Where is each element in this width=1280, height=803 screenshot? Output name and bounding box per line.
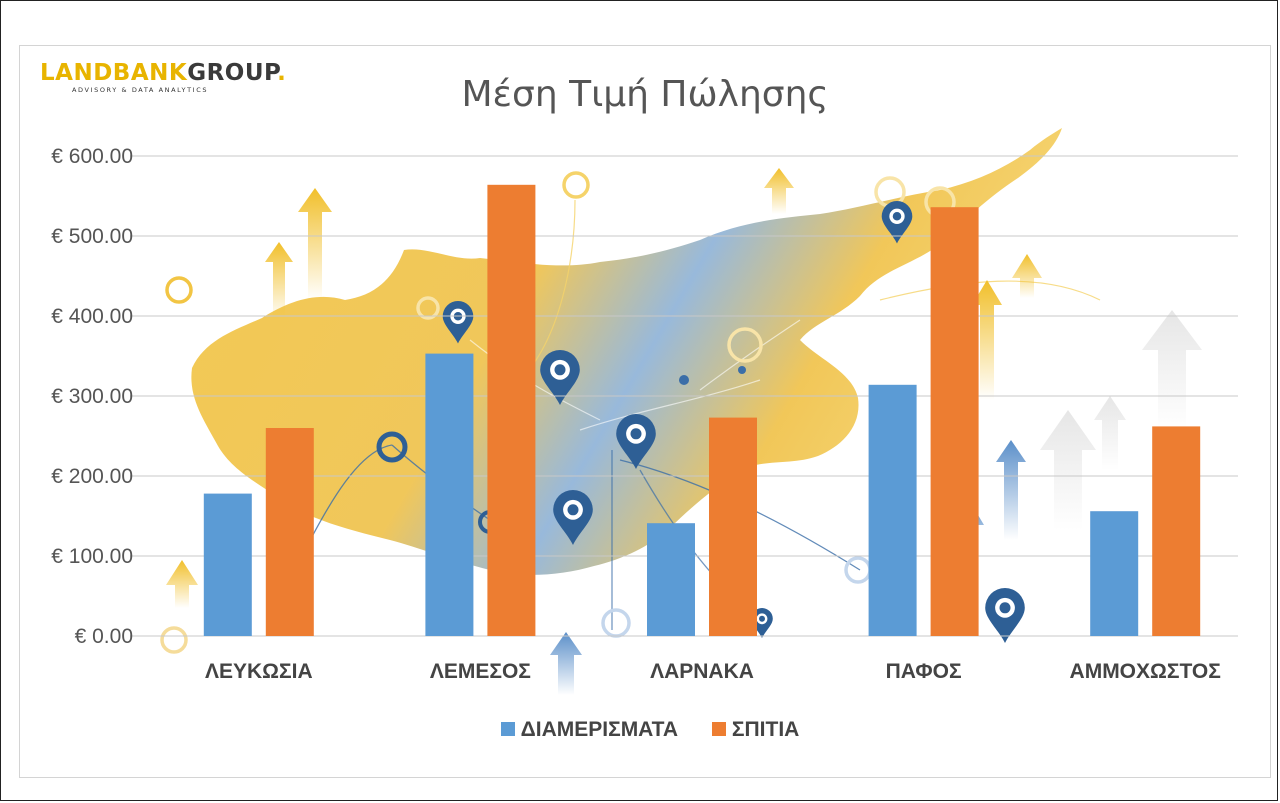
y-tick-label: € 200.00 (51, 465, 133, 488)
x-tick-label: ΛΕΜΕΣΟΣ (430, 660, 531, 683)
logo-dot: . (277, 60, 287, 86)
logo-tagline: ADVISORY & DATA ANALYTICS (72, 86, 209, 94)
x-tick-label: ΛΕΥΚΩΣΙΑ (205, 660, 313, 683)
location-pin-icon (985, 588, 1025, 643)
x-tick-label: ΛΑΡΝΑΚΑ (650, 660, 754, 683)
bar-apartments (1090, 511, 1139, 636)
bar-houses (709, 417, 757, 636)
bars (203, 184, 1201, 637)
bar-apartments (868, 384, 917, 636)
cyprus-map-background (160, 128, 1202, 695)
x-tick-label: ΠΑΦΟΣ (886, 660, 962, 683)
y-tick-label: € 300.00 (51, 385, 133, 408)
location-pin-icon (881, 201, 913, 244)
legend-label-houses: ΣΠΙΤΙΑ (731, 718, 800, 741)
logo-text-group: GROUP (187, 60, 278, 86)
bar-houses (1152, 426, 1201, 636)
location-pin-icon (616, 414, 656, 469)
chart-title: Μέση Τιμή Πώλησης (461, 74, 829, 115)
location-pin-icon (540, 350, 580, 405)
y-tick-label: € 400.00 (51, 305, 133, 328)
legend-swatch-houses (711, 722, 726, 736)
legend-label-apartments: ΔΙΑΜΕΡΙΣΜΑΤΑ (520, 718, 679, 741)
legend-item-apartments: ΔΙΑΜΕΡΙΣΜΑΤΑ (500, 718, 679, 742)
logo-wordmark: LANDBANKGROUP. (40, 62, 286, 85)
bar-houses (930, 207, 979, 636)
logo-text-landbank: LANDBANK (40, 60, 188, 86)
legend-swatch-apartments (500, 722, 515, 736)
bar-houses (265, 428, 314, 636)
y-tick-label: € 0.00 (75, 625, 133, 648)
legend-item-houses: ΣΠΙΤΙΑ (711, 718, 800, 742)
location-pin-icon (553, 490, 593, 545)
landbank-logo: LANDBANKGROUP. ADVISORY & DATA ANALYTICS (40, 62, 286, 95)
y-axis-tick-labels: € 0.00 € 100.00 € 200.00 € 300.00 € 400.00 € … (51, 145, 133, 648)
bar-apartments (425, 353, 474, 636)
bar-houses (487, 184, 536, 637)
x-tick-label: ΑΜΜΟΧΩΣΤΟΣ (1070, 660, 1221, 683)
x-axis-category-labels: ΛΕΥΚΩΣΙΑ ΛΕΜΕΣΟΣ ΛΑΡΝΑΚΑ ΠΑΦΟΣ ΑΜΜΟΧΩΣΤΟΣ (205, 660, 1221, 683)
y-tick-label: € 600.00 (51, 145, 133, 168)
bar-apartments (647, 523, 695, 636)
chart-legend: ΔΙΑΜΕΡΙΣΜΑΤΑ ΣΠΙΤΙΑ (0, 718, 1280, 742)
bar-apartments (203, 493, 252, 636)
y-tick-label: € 500.00 (51, 225, 133, 248)
cyprus-map-shape (191, 128, 1062, 575)
y-tick-label: € 100.00 (51, 545, 133, 568)
